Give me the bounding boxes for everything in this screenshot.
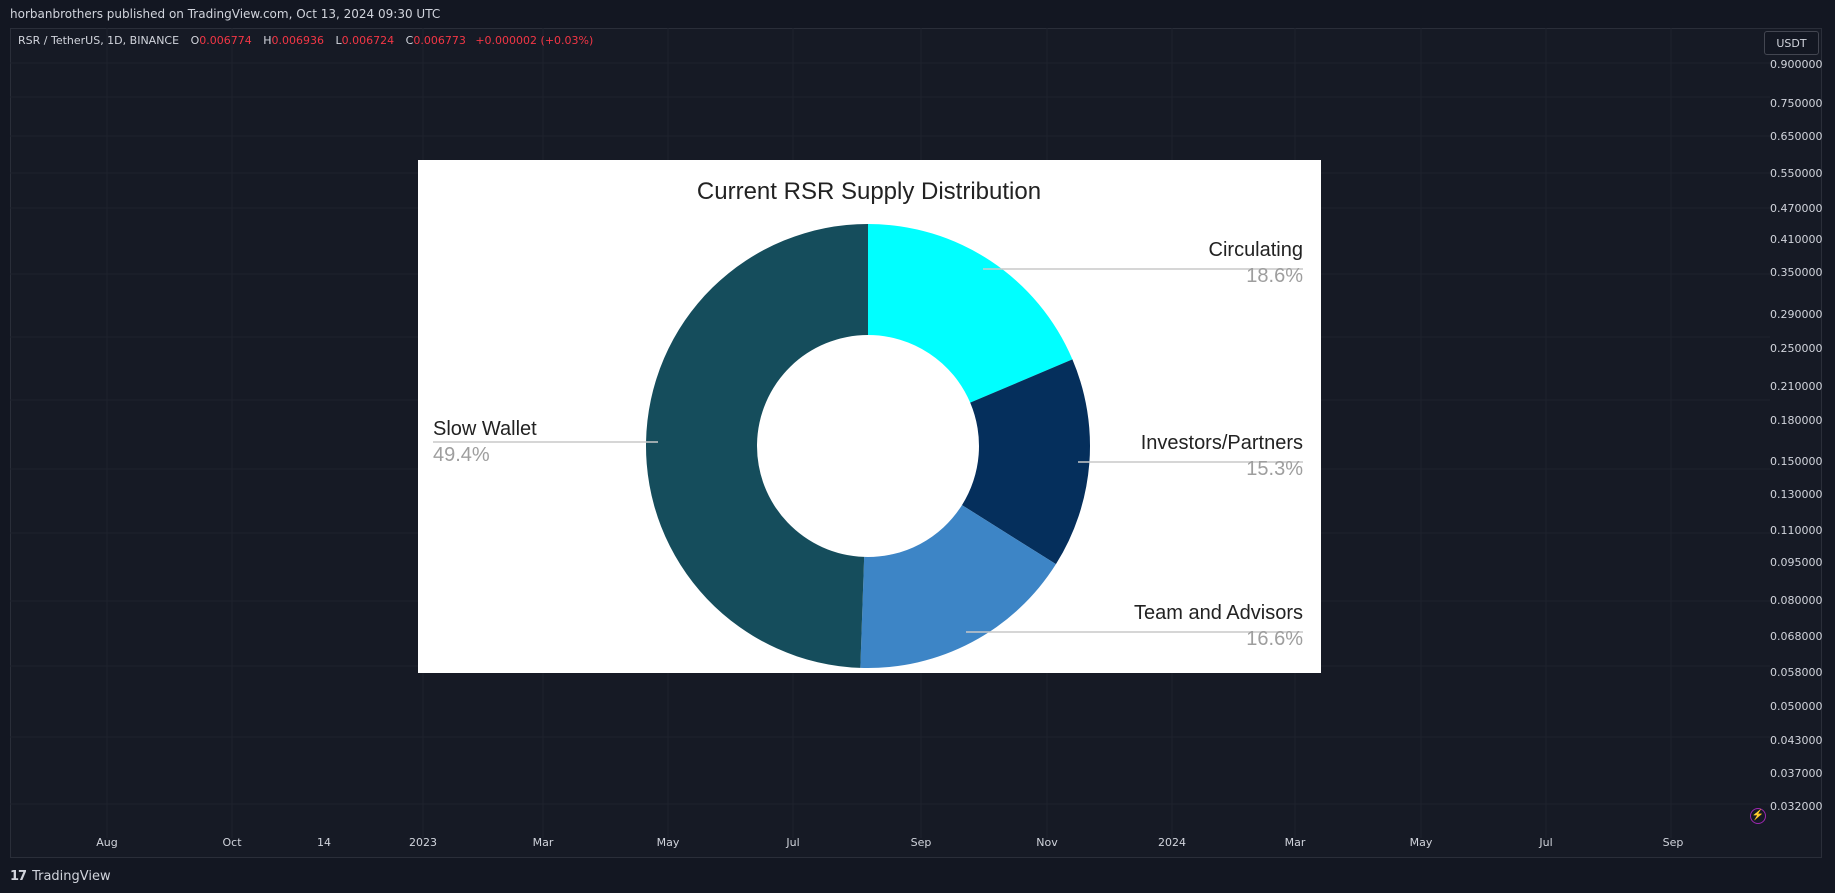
time-axis-label: Jul — [786, 836, 800, 849]
slice-value-label: 15.3% — [1246, 458, 1303, 480]
chart-title: Current RSR Supply Distribution — [697, 178, 1041, 205]
time-axis-label: May — [656, 836, 680, 849]
close-value: 0.006773 — [413, 34, 466, 47]
time-axis-label: Mar — [532, 836, 554, 849]
price-axis-label: 0.037000 — [1770, 767, 1823, 780]
time-axis-label: 2024 — [1158, 836, 1186, 849]
pie-slice-slow-wallet — [645, 224, 868, 668]
price-axis-label: 0.750000 — [1770, 97, 1823, 110]
price-axis-label: 0.470000 — [1770, 202, 1823, 215]
slice-label: Investors/Partners — [1141, 432, 1303, 454]
change-value: +0.000002 (+0.03%) — [475, 34, 594, 47]
time-axis-label: Sep — [910, 836, 932, 849]
footer-brand[interactable]: 17 TradingView — [10, 866, 111, 886]
currency-button[interactable]: USDT — [1764, 31, 1819, 55]
price-axis-label: 0.110000 — [1770, 524, 1823, 537]
alert-icon[interactable]: ⚡ — [1750, 808, 1766, 824]
close-label: C — [405, 34, 414, 47]
price-axis-label: 0.130000 — [1770, 488, 1823, 501]
time-axis-label: Aug — [96, 836, 118, 849]
pie-slice-circulating — [868, 224, 1073, 403]
price-axis-label: 0.050000 — [1770, 700, 1823, 713]
price-axis-label: 0.410000 — [1770, 233, 1823, 246]
pie-slice-team-and-advisors — [860, 505, 1056, 668]
price-axis-label: 0.095000 — [1770, 556, 1823, 569]
time-axis-label: Sep — [1662, 836, 1684, 849]
time-axis-label: Oct — [222, 836, 242, 849]
slice-label: Slow Wallet — [433, 418, 537, 440]
pie-slice-investors-partners — [961, 359, 1090, 565]
publisher-line: horbanbrothers published on TradingView.… — [10, 7, 441, 21]
price-axis-label: 0.550000 — [1770, 167, 1823, 180]
price-axis-label: 0.900000 — [1770, 58, 1823, 71]
slice-value-label: 16.6% — [1246, 628, 1303, 650]
slice-value-label: 49.4% — [433, 444, 490, 466]
price-axis-label: 0.210000 — [1770, 380, 1823, 393]
price-axis-label: 0.180000 — [1770, 414, 1823, 427]
price-axis-label: 0.150000 — [1770, 455, 1823, 468]
slice-label: Circulating — [1209, 239, 1303, 261]
open-value: 0.006774 — [199, 34, 252, 47]
time-axis-label: Nov — [1036, 836, 1058, 849]
supply-distribution-chart: Current RSR Supply Distribution Circulati… — [418, 160, 1321, 673]
price-axis-label: 0.250000 — [1770, 342, 1823, 355]
time-axis-label: May — [1409, 836, 1433, 849]
slice-label: Team and Advisors — [1134, 602, 1303, 624]
price-axis-label: 0.032000 — [1770, 800, 1823, 813]
tradingview-logo-icon: 17 — [10, 868, 27, 884]
time-axis-label: 14 — [317, 836, 331, 849]
time-axis-label: Mar — [1284, 836, 1306, 849]
symbol-name[interactable]: RSR / TetherUS, 1D, BINANCE — [18, 34, 180, 47]
price-axis-label: 0.068000 — [1770, 630, 1823, 643]
price-axis-label: 0.058000 — [1770, 666, 1823, 679]
low-label: L — [335, 34, 342, 47]
symbol-legend[interactable]: RSR / TetherUS, 1D, BINANCE O0.006774 H0… — [18, 34, 593, 47]
donut-chart-svg: Current RSR Supply Distribution Circulati… — [433, 178, 1303, 668]
high-label: H — [263, 34, 272, 47]
brand-name: TradingView — [32, 868, 111, 884]
price-axis-label: 0.080000 — [1770, 594, 1823, 607]
price-axis-label: 0.290000 — [1770, 308, 1823, 321]
slice-value-label: 18.6% — [1246, 265, 1303, 287]
open-label: O — [190, 34, 200, 47]
price-axis-label: 0.350000 — [1770, 266, 1823, 279]
price-axis-label: 0.043000 — [1770, 734, 1823, 747]
price-axis-label: 0.650000 — [1770, 130, 1823, 143]
high-value: 0.006936 — [271, 34, 325, 47]
time-axis-label: 2023 — [409, 836, 437, 849]
time-axis-label: Jul — [1539, 836, 1553, 849]
low-value: 0.006724 — [341, 34, 395, 47]
